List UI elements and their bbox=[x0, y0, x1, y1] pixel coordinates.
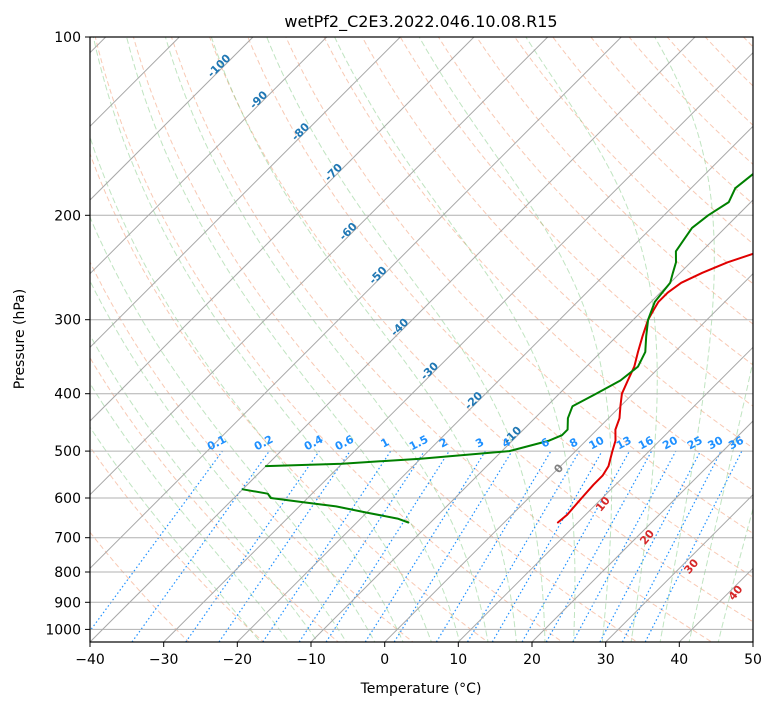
dry-adiabat bbox=[132, 37, 638, 642]
y-tick-label: 200 bbox=[54, 208, 81, 224]
isotherm bbox=[384, 272, 753, 642]
y-tick-label: 700 bbox=[54, 531, 81, 547]
moist-adiabat bbox=[92, 37, 432, 642]
dry-adiabat bbox=[90, 260, 414, 642]
mixing-ratio-label: 13 bbox=[614, 434, 634, 453]
isotherm bbox=[457, 346, 753, 642]
mixing-ratio-label: 16 bbox=[636, 434, 656, 453]
dry-adiabat bbox=[247, 37, 753, 578]
isotherm bbox=[310, 199, 753, 642]
x-tick-label: 40 bbox=[670, 652, 688, 668]
mixing-ratio-line bbox=[185, 450, 320, 642]
mixing-ratio-line bbox=[325, 450, 450, 642]
x-tick-label: 0 bbox=[380, 652, 389, 668]
mixing-ratio-line bbox=[218, 450, 351, 642]
dry-adiabat bbox=[170, 37, 713, 642]
mixing-ratio-line bbox=[491, 450, 603, 642]
y-axis-label: Pressure (hPa) bbox=[12, 289, 28, 389]
dry-adiabat bbox=[437, 37, 753, 366]
dry-adiabat bbox=[90, 356, 340, 642]
y-tick-label: 400 bbox=[54, 387, 81, 403]
isotherm bbox=[90, 37, 475, 422]
x-axis-label: Temperature (°C) bbox=[360, 681, 482, 697]
dry-adiabat bbox=[285, 37, 753, 535]
isotherm bbox=[90, 37, 401, 349]
mixing-ratio-line bbox=[572, 450, 677, 642]
isotherm bbox=[90, 37, 696, 642]
temperature-line bbox=[556, 252, 753, 524]
y-tick-label: 500 bbox=[54, 444, 81, 460]
y-tick-label: 1000 bbox=[45, 622, 81, 638]
isotherm bbox=[90, 37, 549, 496]
mixing-ratio-line bbox=[435, 450, 552, 642]
y-tick-label: 300 bbox=[54, 313, 81, 329]
x-tick-label: −40 bbox=[75, 652, 105, 668]
mixing-ratio-label: 36 bbox=[726, 434, 746, 453]
dewpoint-line bbox=[264, 172, 753, 468]
x-tick-label: 50 bbox=[744, 652, 762, 668]
dry-adiabat bbox=[90, 531, 190, 642]
chart-title: wetPf2_C2E3.2022.046.10.08.R15 bbox=[284, 12, 557, 32]
x-tick-label: 30 bbox=[597, 652, 615, 668]
y-tick-label: 800 bbox=[54, 565, 81, 581]
isotherm bbox=[531, 420, 753, 642]
moist-adiabat bbox=[90, 279, 347, 642]
mixing-ratio-line bbox=[521, 450, 631, 642]
x-tick-label: −10 bbox=[296, 652, 326, 668]
x-tick-label: 20 bbox=[523, 652, 541, 668]
dry-adiabat bbox=[94, 37, 564, 642]
isotherm bbox=[90, 37, 254, 201]
y-tick-label: 600 bbox=[54, 491, 81, 507]
mixing-ratio-line bbox=[466, 450, 580, 642]
moist-adiabat bbox=[210, 37, 518, 642]
isotherm bbox=[90, 37, 622, 570]
x-tick-label: −20 bbox=[223, 652, 253, 668]
dry-adiabat bbox=[399, 37, 753, 407]
mixing-ratio-line bbox=[364, 450, 486, 642]
dewpoint-lower-line bbox=[241, 488, 410, 524]
mixing-ratio-label: 30 bbox=[706, 434, 726, 453]
dry-adiabat bbox=[323, 37, 753, 491]
isotherm bbox=[163, 51, 753, 642]
mixing-ratio-label: 20 bbox=[660, 434, 680, 453]
x-tick-label: −30 bbox=[149, 652, 179, 668]
y-tick-label: 100 bbox=[54, 30, 81, 46]
mixing-ratio-line bbox=[393, 450, 513, 642]
isotherm bbox=[605, 493, 753, 642]
isotherm bbox=[236, 125, 753, 642]
isotherm bbox=[90, 37, 328, 275]
y-tick-label: 900 bbox=[54, 595, 81, 611]
x-tick-label: 10 bbox=[449, 652, 467, 668]
mixing-ratio-label: 25 bbox=[685, 434, 705, 453]
dry-adiabat bbox=[90, 446, 265, 642]
plot-frame bbox=[89, 36, 754, 643]
mixing-ratio-label: 10 bbox=[587, 434, 607, 453]
dry-adiabat bbox=[209, 37, 753, 623]
